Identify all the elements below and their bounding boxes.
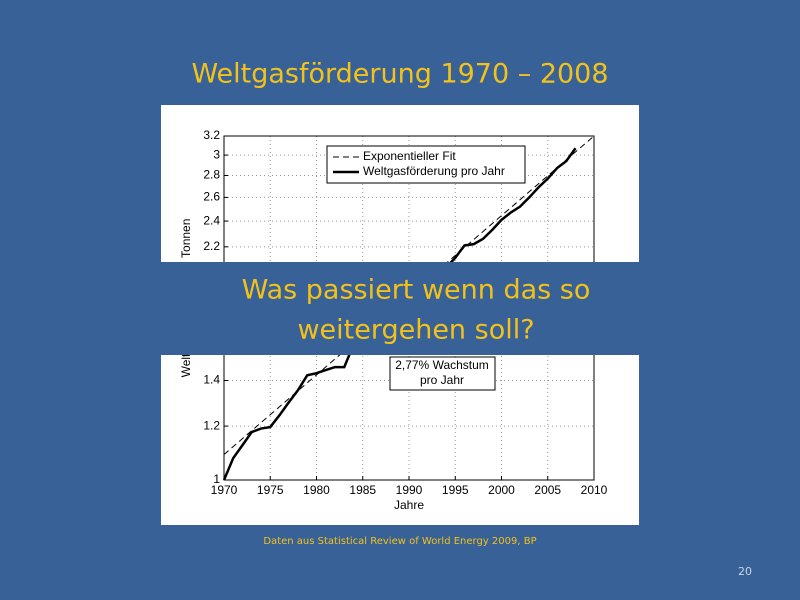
overlay-band <box>150 262 650 355</box>
x-tick-label: 2000 <box>488 483 515 497</box>
x-tick-label: 1995 <box>442 483 469 497</box>
page-number: 20 <box>738 565 752 578</box>
y-tick-label: 3 <box>213 147 220 161</box>
x-tick-label: 1990 <box>396 483 423 497</box>
annotation: 2,77% Wachstum <box>395 358 489 372</box>
x-tick-label: 1970 <box>211 483 238 497</box>
source-note: Daten aus Statistical Review of World En… <box>263 536 536 547</box>
annotation: pro Jahr <box>420 373 464 387</box>
y-tick-label: 3.2 <box>203 128 220 142</box>
y-tick-label: 2.4 <box>203 213 220 227</box>
y-tick-label: 2.8 <box>203 168 220 182</box>
overlay-line: weitergehen soll? <box>297 315 534 346</box>
x-tick-label: 2005 <box>534 483 561 497</box>
x-tick-label: 1985 <box>349 483 376 497</box>
overlay-line: Was passiert wenn das so <box>242 275 591 306</box>
slide-title: Weltgasförderung 1970 – 2008 <box>191 59 608 90</box>
annotation-box <box>389 356 496 391</box>
legend-box <box>326 145 526 184</box>
y-tick-label: 2.2 <box>203 239 220 253</box>
x-tick-label: 1975 <box>257 483 284 497</box>
x-axis-label: Jahre <box>394 498 424 512</box>
x-tick-label: 2010 <box>581 483 608 497</box>
y-tick-label: 1.4 <box>203 373 220 387</box>
y-tick-label: 2.6 <box>203 190 220 204</box>
y-tick-label: 1.2 <box>203 418 220 432</box>
x-tick-label: 1980 <box>303 483 330 497</box>
legend-label: Exponentieller Fit <box>363 149 456 163</box>
y-tick-label: 1 <box>213 472 220 486</box>
legend-label: Weltgasförderung pro Jahr <box>363 164 505 178</box>
